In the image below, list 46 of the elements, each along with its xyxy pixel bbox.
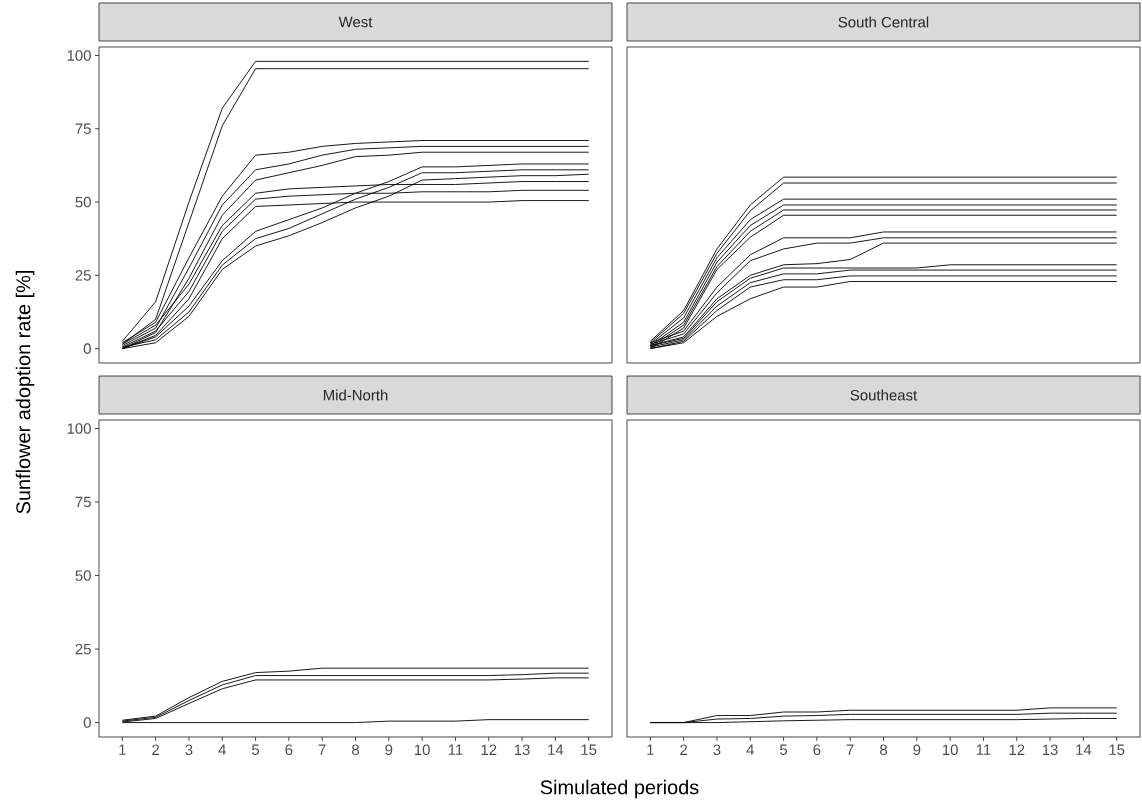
- x-tick-label: 6: [813, 744, 821, 756]
- x-tick-label: 3: [713, 744, 721, 756]
- y-tick-label: 50: [75, 570, 91, 581]
- y-tick-label: 50: [75, 196, 91, 208]
- x-tick-label: 9: [913, 744, 921, 756]
- x-tick-label: 6: [285, 744, 293, 756]
- y-tick-label: 100: [67, 423, 91, 434]
- x-tick-label: 7: [846, 744, 854, 755]
- x-tick-label: 4: [218, 744, 226, 755]
- x-tick-label: 11: [448, 744, 463, 755]
- y-tick-label: 75: [75, 123, 91, 134]
- x-tick-label: 2: [680, 744, 688, 755]
- chart-title: Southeast: [850, 389, 918, 401]
- x-tick-label: 1: [647, 744, 654, 755]
- x-tick-label: 11: [976, 744, 991, 755]
- x-tick-label: 13: [1042, 744, 1058, 756]
- x-tick-label: 12: [481, 744, 497, 755]
- x-tick-label: 7: [318, 744, 326, 755]
- x-tick-label: 10: [414, 744, 430, 756]
- x-tick-label: 14: [548, 744, 564, 755]
- y-axis-title: Sunflower adoption rate [%]: [15, 271, 35, 514]
- y-tick-label: 0: [83, 343, 91, 354]
- x-tick-label: 4: [746, 744, 754, 755]
- x-tick-label: 12: [1009, 744, 1025, 755]
- x-tick-label: 3: [185, 744, 193, 756]
- x-axis-title: Simulated periods: [540, 779, 699, 799]
- y-tick-label: 0: [83, 717, 91, 728]
- x-tick-label: 5: [252, 744, 260, 755]
- x-tick-label: 1: [119, 744, 126, 755]
- y-tick-label: 25: [75, 270, 91, 281]
- x-tick-label: 10: [942, 744, 958, 756]
- y-tick-label: 75: [75, 496, 91, 508]
- x-tick-label: 5: [780, 744, 788, 755]
- x-tick-label: 8: [352, 744, 359, 756]
- x-tick-label: 13: [514, 744, 530, 756]
- x-tick-label: 14: [1076, 744, 1092, 755]
- x-tick-label: 8: [880, 744, 888, 756]
- chart-title: Mid-North: [323, 389, 388, 401]
- x-tick-label: 9: [385, 744, 393, 756]
- y-tick-label: 100: [67, 50, 91, 61]
- x-tick-label: 15: [581, 744, 597, 755]
- x-tick-label: 2: [152, 744, 160, 755]
- y-tick-label: 25: [75, 643, 91, 655]
- chart-title: South Central: [838, 16, 929, 28]
- x-tick-label: 15: [1109, 744, 1125, 755]
- chart-title: West: [338, 16, 373, 28]
